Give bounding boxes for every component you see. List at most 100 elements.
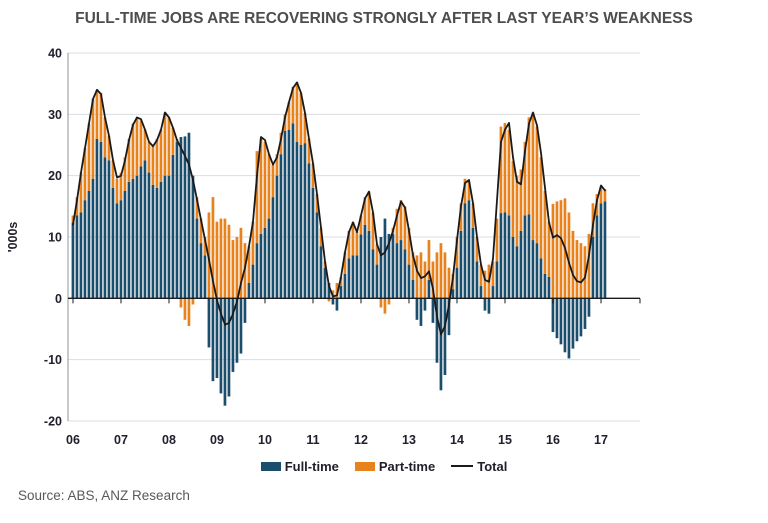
chart-title: FULL-TIME JOBS ARE RECOVERING STRONGLY A… bbox=[75, 10, 693, 27]
bar-full-time bbox=[283, 130, 287, 299]
bar-full-time bbox=[467, 200, 471, 299]
bar-part-time bbox=[535, 126, 539, 244]
bar-full-time bbox=[595, 215, 599, 299]
bar-full-time bbox=[439, 298, 443, 391]
y-axis-title: '000s bbox=[6, 222, 20, 253]
part-time-swatch-icon bbox=[354, 461, 375, 471]
y-tick-label: 30 bbox=[48, 108, 62, 122]
bar-part-time bbox=[403, 206, 407, 250]
bar-part-time bbox=[395, 208, 399, 244]
y-tick-label: -10 bbox=[44, 353, 62, 367]
bar-full-time bbox=[463, 203, 467, 299]
bar-part-time bbox=[559, 200, 563, 299]
bar-full-time bbox=[191, 175, 195, 299]
bar-full-time bbox=[127, 181, 131, 299]
bar-full-time bbox=[603, 201, 607, 299]
bar-full-time bbox=[207, 298, 211, 348]
full-time-swatch-icon bbox=[260, 461, 281, 471]
bar-full-time bbox=[423, 298, 427, 311]
bar-full-time bbox=[291, 123, 295, 299]
bar-full-time bbox=[383, 218, 387, 299]
bar-part-time bbox=[307, 138, 311, 164]
bar-part-time bbox=[87, 123, 91, 191]
bar-full-time bbox=[527, 214, 531, 299]
bar-full-time bbox=[139, 166, 143, 299]
x-tick-label: 11 bbox=[306, 433, 319, 447]
bar-full-time bbox=[251, 264, 255, 299]
bar-part-time bbox=[379, 298, 383, 308]
bar-full-time bbox=[143, 160, 147, 299]
bar-full-time bbox=[295, 141, 299, 299]
bar-full-time bbox=[95, 138, 99, 299]
bar-part-time bbox=[479, 264, 483, 287]
bar-full-time bbox=[159, 181, 163, 299]
bar-part-time bbox=[387, 298, 391, 305]
bar-full-time bbox=[179, 137, 183, 299]
bar-part-time bbox=[91, 99, 95, 179]
bar-full-time bbox=[539, 258, 543, 299]
bar-full-time bbox=[339, 286, 343, 299]
bar-full-time bbox=[75, 215, 79, 299]
bar-part-time bbox=[527, 117, 531, 215]
bar-part-time bbox=[567, 212, 571, 299]
bar-part-time bbox=[459, 203, 463, 231]
bar-full-time bbox=[311, 187, 315, 299]
bar-part-time bbox=[495, 218, 499, 262]
bar-part-time bbox=[347, 230, 351, 259]
bar-part-time bbox=[275, 154, 279, 176]
bar-part-time bbox=[127, 138, 131, 182]
bar-part-time bbox=[483, 270, 487, 299]
bar-part-time bbox=[447, 267, 451, 299]
bar-part-time bbox=[283, 114, 287, 131]
bar-part-time bbox=[79, 172, 83, 213]
total-line-swatch-icon bbox=[451, 464, 474, 468]
bar-full-time bbox=[431, 298, 435, 323]
bar-part-time bbox=[491, 261, 495, 287]
bar-full-time bbox=[287, 129, 291, 299]
bar-part-time bbox=[511, 160, 515, 237]
bar-part-time bbox=[123, 157, 127, 191]
bar-full-time bbox=[315, 212, 319, 299]
bar-full-time bbox=[399, 240, 403, 299]
bar-part-time bbox=[195, 197, 199, 219]
bar-part-time bbox=[231, 240, 235, 299]
bar-part-time bbox=[367, 191, 371, 231]
bar-part-time bbox=[371, 212, 375, 250]
bar-part-time bbox=[319, 227, 323, 247]
bar-full-time bbox=[551, 298, 555, 333]
bar-full-time bbox=[403, 249, 407, 299]
bar-part-time bbox=[431, 261, 435, 299]
bar-full-time bbox=[559, 298, 563, 345]
bar-full-time bbox=[347, 258, 351, 299]
bar-full-time bbox=[555, 298, 559, 339]
bar-part-time bbox=[287, 102, 291, 130]
bar-part-time bbox=[335, 283, 339, 299]
legend-label-part-time: Part-time bbox=[378, 458, 436, 474]
bar-full-time bbox=[519, 230, 523, 299]
bar-full-time bbox=[599, 203, 603, 299]
bar-part-time bbox=[475, 237, 479, 262]
bar-part-time bbox=[115, 178, 119, 204]
bar-full-time bbox=[471, 227, 475, 299]
bar-part-time bbox=[119, 172, 123, 201]
bar-part-time bbox=[151, 145, 155, 185]
bar-part-time bbox=[383, 298, 387, 314]
bar-part-time bbox=[503, 122, 507, 213]
x-tick-label: 06 bbox=[66, 433, 80, 447]
bar-part-time bbox=[211, 197, 215, 299]
bar-full-time bbox=[167, 175, 171, 299]
bar-full-time bbox=[275, 175, 279, 299]
bar-full-time bbox=[223, 298, 227, 406]
bar-full-time bbox=[131, 178, 135, 299]
bar-full-time bbox=[371, 249, 375, 299]
bar-full-time bbox=[531, 240, 535, 299]
bar-full-time bbox=[235, 298, 239, 363]
bar-full-time bbox=[375, 264, 379, 299]
bar-part-time bbox=[427, 240, 431, 280]
bar-full-time bbox=[91, 178, 95, 299]
bar-full-time bbox=[163, 175, 167, 299]
bar-part-time bbox=[191, 298, 195, 305]
x-tick-label: 10 bbox=[258, 433, 272, 447]
bar-part-time bbox=[579, 243, 583, 299]
bar-full-time bbox=[535, 243, 539, 299]
